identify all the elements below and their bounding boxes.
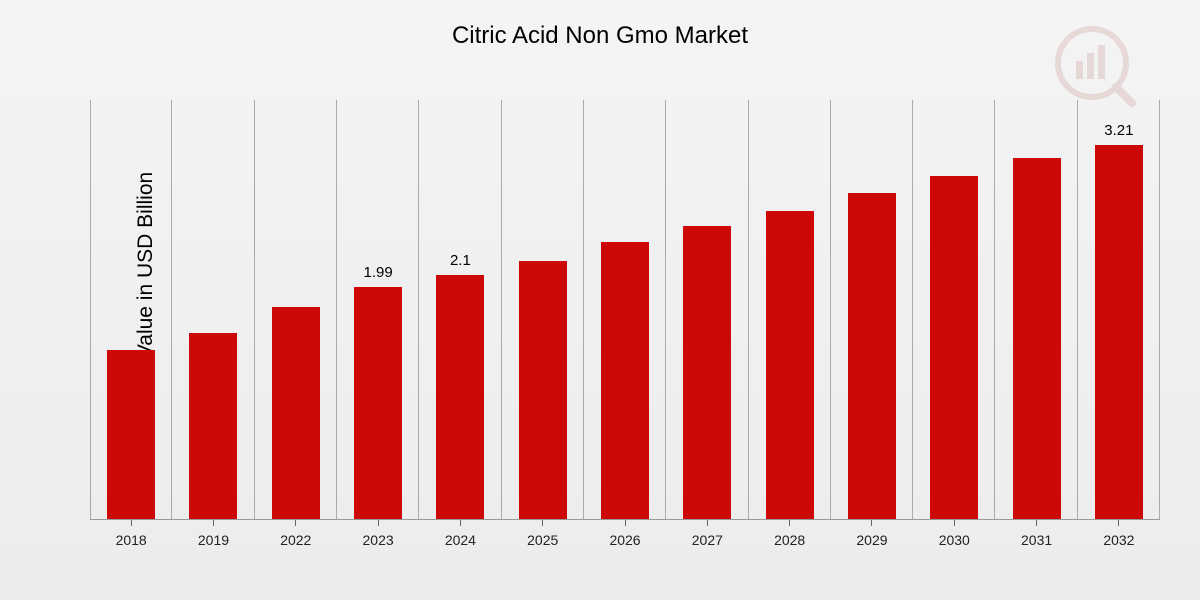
x-tick-mark — [1118, 520, 1119, 526]
bars-container: 1.99 2.1 3.21 — [90, 100, 1160, 520]
bar — [189, 333, 237, 519]
x-tick-mark — [542, 520, 543, 526]
x-tick: 2030 — [913, 520, 995, 560]
x-tick-mark — [213, 520, 214, 526]
x-tick: 2025 — [502, 520, 584, 560]
x-tick-mark — [707, 520, 708, 526]
bar — [354, 287, 402, 519]
x-tick: 2031 — [995, 520, 1077, 560]
bar — [766, 211, 814, 519]
bar — [272, 307, 320, 519]
bar — [107, 350, 155, 519]
x-tick-label: 2022 — [255, 532, 337, 548]
x-tick-label: 2032 — [1078, 532, 1160, 548]
x-tick-mark — [789, 520, 790, 526]
bar-group — [913, 100, 995, 519]
x-tick-mark — [378, 520, 379, 526]
x-tick-label: 2030 — [913, 532, 995, 548]
x-tick: 2019 — [172, 520, 254, 560]
x-tick-mark — [131, 520, 132, 526]
bar-group — [90, 100, 172, 519]
x-tick-mark — [1036, 520, 1037, 526]
x-tick-label: 2018 — [90, 532, 172, 548]
x-tick: 2032 — [1078, 520, 1160, 560]
bar-group — [255, 100, 337, 519]
x-tick-mark — [295, 520, 296, 526]
bar-value-label: 3.21 — [1104, 122, 1133, 139]
bar — [436, 275, 484, 519]
bar-group: 3.21 — [1078, 100, 1160, 519]
x-tick-label: 2024 — [419, 532, 501, 548]
gridline — [90, 100, 91, 519]
x-tick-label: 2027 — [666, 532, 748, 548]
bar — [848, 193, 896, 519]
x-tick-label: 2025 — [502, 532, 584, 548]
bar-group — [502, 100, 584, 519]
bar-value-label: 1.99 — [363, 264, 392, 281]
bar-group — [749, 100, 831, 519]
x-tick: 2027 — [666, 520, 748, 560]
bar-group — [995, 100, 1077, 519]
x-tick-label: 2029 — [831, 532, 913, 548]
x-tick-mark — [871, 520, 872, 526]
x-tick: 2028 — [749, 520, 831, 560]
chart-area: 1.99 2.1 3.21 — [90, 100, 1160, 520]
x-tick-label: 2026 — [584, 532, 666, 548]
x-tick: 2018 — [90, 520, 172, 560]
x-tick-label: 2031 — [995, 532, 1077, 548]
x-tick-label: 2028 — [749, 532, 831, 548]
bar-group — [172, 100, 254, 519]
x-tick-mark — [460, 520, 461, 526]
x-axis: 2018201920222023202420252026202720282029… — [90, 520, 1160, 560]
bar-group — [831, 100, 913, 519]
bar — [683, 226, 731, 519]
x-tick: 2023 — [337, 520, 419, 560]
x-tick: 2024 — [419, 520, 501, 560]
chart-title: Citric Acid Non Gmo Market — [0, 0, 1200, 50]
bar-group: 1.99 — [337, 100, 419, 519]
gridline — [1159, 100, 1160, 519]
x-tick-label: 2019 — [172, 532, 254, 548]
bar — [1013, 158, 1061, 519]
bar-group — [584, 100, 666, 519]
bar — [601, 242, 649, 519]
x-tick-mark — [625, 520, 626, 526]
bar-value-label: 2.1 — [450, 252, 471, 269]
bar-group — [666, 100, 748, 519]
bar-group: 2.1 — [419, 100, 501, 519]
x-tick: 2022 — [255, 520, 337, 560]
bar — [1095, 145, 1143, 519]
bar — [519, 261, 567, 519]
bar — [930, 176, 978, 519]
x-tick-label: 2023 — [337, 532, 419, 548]
x-tick-mark — [954, 520, 955, 526]
x-tick: 2026 — [584, 520, 666, 560]
x-tick: 2029 — [831, 520, 913, 560]
